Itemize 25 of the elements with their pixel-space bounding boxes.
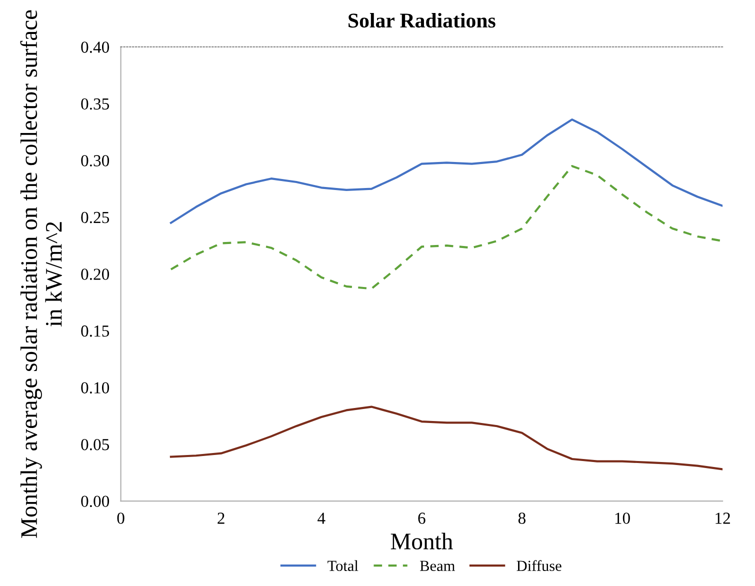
y-tick-label: 0.00 [81,496,110,508]
x-tick-label: 8 [518,512,526,524]
y-tick-label: 0.15 [81,325,110,337]
line-series [170,406,723,470]
x-tick-label: 6 [418,512,426,524]
y-tick-label: 0.40 [81,42,110,53]
chart-title: Solar Radiations [348,12,496,28]
x-tick-label: 0 [117,512,124,524]
x-tick-label: 4 [318,512,326,524]
y-axis-title: Monthly average solar radiation on the collector surface in kW/m^2 [20,10,62,538]
line-series [170,118,723,224]
x-axis-title: Month [390,532,453,550]
legend-label: Diffuse [516,560,562,572]
y-tick-label: 0.05 [81,438,110,450]
y-tick-label: 0.25 [81,212,110,224]
x-tick-label: 10 [615,512,630,524]
y-tick-label: 0.35 [81,98,110,110]
line-series [170,165,723,290]
x-tick-label: 2 [218,512,224,524]
legend-label: Total [328,560,358,572]
x-tick-label: 12 [716,512,730,524]
y-tick-label: 0.10 [81,382,110,394]
y-tick-label: 0.20 [81,268,110,280]
legend-label: Beam [420,560,455,572]
y-tick-label: 0.30 [81,155,110,166]
